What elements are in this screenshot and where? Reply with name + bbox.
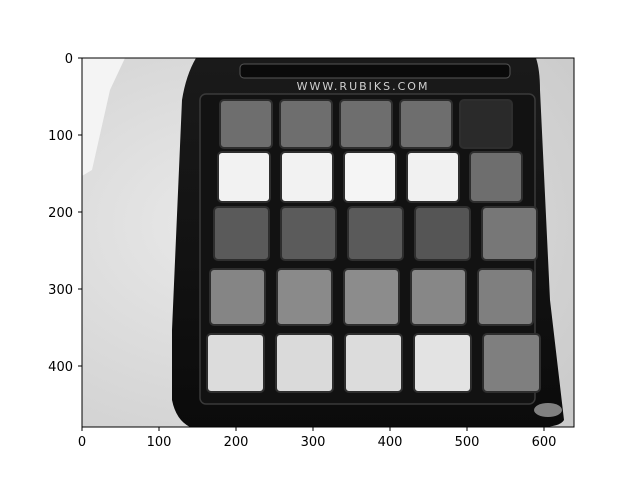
grid-tile <box>459 99 513 149</box>
grid-tile <box>347 206 404 261</box>
grid-tile <box>213 206 270 261</box>
grid-tile <box>279 99 333 149</box>
axes-frame <box>81 57 575 428</box>
brand-text: WWW.RUBIKS.COM <box>297 80 430 93</box>
grid-tile <box>410 268 467 326</box>
top-slot <box>239 63 511 79</box>
grid-tile <box>206 333 265 393</box>
grid-tile <box>276 268 333 326</box>
grid-tile <box>477 268 534 326</box>
y-tick-label: 100 <box>48 129 73 144</box>
x-tick-label: 0 <box>78 435 86 450</box>
grid-tile <box>280 151 334 203</box>
grid-tile <box>413 333 472 393</box>
paper-sheet <box>82 58 125 176</box>
y-tick-label: 0 <box>65 52 73 67</box>
y-tick-label: 300 <box>48 283 73 298</box>
grid-tile <box>469 151 523 203</box>
grid-tile <box>414 206 471 261</box>
grid-tile <box>219 99 273 149</box>
grid-tile <box>209 268 266 326</box>
y-tick-label: 200 <box>48 206 73 221</box>
x-tick-label: 500 <box>455 435 480 450</box>
x-tick-label: 600 <box>532 435 557 450</box>
x-tick-label: 200 <box>224 435 249 450</box>
grid-tile <box>344 333 403 393</box>
grid-tile <box>406 151 460 203</box>
grid-tile <box>482 333 541 393</box>
grid-tile <box>399 99 453 149</box>
x-tick-label: 300 <box>301 435 326 450</box>
x-axis: 0 100 200 300 400 500 600 <box>78 427 557 450</box>
tile-grid <box>206 99 541 393</box>
y-tick-label: 400 <box>48 360 73 375</box>
grid-tile <box>339 99 393 149</box>
grid-tile <box>280 206 337 261</box>
grid-tile <box>343 151 397 203</box>
grid-tile <box>275 333 334 393</box>
glare <box>534 403 562 417</box>
photo: WWW.RUBIKS.COM <box>82 58 574 427</box>
x-tick-label: 100 <box>147 435 172 450</box>
grid-tile <box>343 268 400 326</box>
y-axis: 0 100 200 300 400 <box>48 52 82 375</box>
grid-tile <box>217 151 271 203</box>
grid-tile <box>481 206 538 261</box>
x-tick-label: 400 <box>378 435 403 450</box>
